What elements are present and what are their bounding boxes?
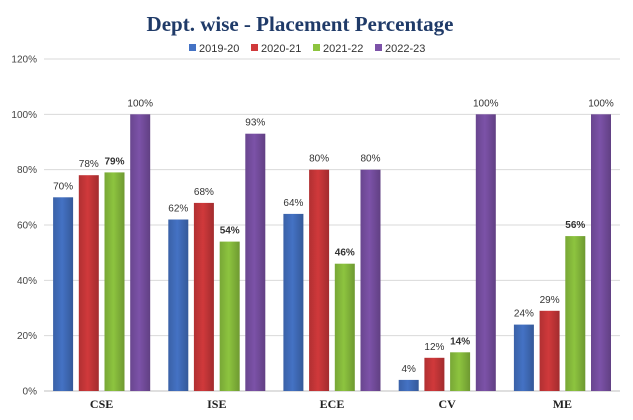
x-tick-cse: CSE	[90, 397, 113, 411]
bar-cse-2019-20	[53, 197, 74, 391]
y-tick-100: 100%	[11, 110, 37, 121]
data-label-cse-2022-23: 100%	[127, 98, 153, 109]
x-tick-ece: ECE	[320, 397, 345, 411]
bar-ece-2019-20	[283, 213, 304, 391]
x-tick-ise: ISE	[207, 397, 226, 411]
legend-swatch-2019-20	[189, 44, 196, 51]
bar-cv-2021-22	[450, 352, 471, 391]
data-label-me-2019-20: 24%	[514, 309, 534, 320]
y-tick-80: 80%	[17, 165, 37, 176]
y-tick-40: 40%	[17, 276, 37, 287]
data-label-ece-2020-21: 80%	[309, 154, 329, 165]
bar-cse-2020-21	[78, 175, 99, 391]
bar-ece-2020-21	[309, 169, 330, 391]
legend: 2019-20 2020-21 2021-22 2022-23	[189, 43, 425, 55]
bar-me-2020-21	[539, 310, 560, 391]
y-axis-ticks: 0% 20% 40% 60% 80% 100% 120%	[11, 55, 37, 398]
bar-cv-2019-20	[398, 379, 419, 391]
bar-ise-2022-23	[245, 133, 266, 391]
legend-label-2019-20: 2019-20	[199, 43, 239, 55]
y-tick-0: 0%	[23, 387, 38, 398]
data-label-me-2022-23: 100%	[588, 98, 614, 109]
legend-label-2020-21: 2020-21	[261, 43, 301, 55]
data-label-me-2021-22: 56%	[565, 220, 585, 231]
bars	[53, 114, 611, 392]
bar-cv-2020-21	[424, 357, 445, 391]
bar-cse-2022-23	[130, 114, 151, 392]
x-tick-me: ME	[553, 397, 572, 411]
bar-ise-2020-21	[193, 202, 214, 391]
x-axis-categories: CSE ISE ECE CV ME	[90, 397, 572, 411]
legend-label-2022-23: 2022-23	[385, 43, 425, 55]
bar-me-2022-23	[591, 114, 611, 392]
data-label-cv-2019-20: 4%	[401, 364, 416, 375]
data-label-ise-2019-20: 62%	[168, 204, 188, 215]
data-label-ece-2021-22: 46%	[335, 248, 355, 259]
bar-cse-2021-22	[104, 172, 125, 391]
data-label-ece-2019-20: 64%	[283, 198, 303, 209]
y-tick-120: 120%	[11, 55, 37, 66]
legend-swatch-2021-22	[313, 44, 320, 51]
data-labels: 70% 78% 79% 100% 62% 68% 54% 93% 64% 80% 46% 80% 4% 1…	[53, 98, 614, 375]
chart-title: Dept. wise - Placement Percentage	[147, 12, 454, 36]
data-label-ise-2020-21: 68%	[194, 187, 214, 198]
data-label-ece-2022-23: 80%	[360, 154, 380, 165]
bar-ece-2021-22	[334, 263, 355, 391]
data-label-ise-2021-22: 54%	[220, 226, 240, 237]
data-label-cv-2020-21: 12%	[424, 342, 444, 353]
bar-cv-2022-23	[475, 114, 496, 392]
data-label-ise-2022-23: 93%	[245, 118, 265, 129]
data-label-cse-2019-20: 70%	[53, 181, 73, 192]
bar-me-2019-20	[513, 324, 534, 391]
data-label-me-2020-21: 29%	[540, 295, 560, 306]
data-label-cse-2020-21: 78%	[79, 159, 99, 170]
y-tick-60: 60%	[17, 221, 37, 232]
bar-me-2021-22	[565, 236, 586, 391]
bar-ece-2022-23	[360, 169, 381, 391]
data-label-cv-2021-22: 14%	[450, 336, 470, 347]
data-label-cv-2022-23: 100%	[473, 98, 499, 109]
legend-swatch-2022-23	[375, 44, 382, 51]
legend-swatch-2020-21	[251, 44, 258, 51]
bar-ise-2021-22	[219, 241, 240, 391]
y-tick-20: 20%	[17, 331, 37, 342]
legend-label-2021-22: 2021-22	[323, 43, 363, 55]
x-tick-cv: CV	[439, 397, 457, 411]
bar-ise-2019-20	[168, 219, 189, 391]
data-label-cse-2021-22: 79%	[104, 156, 124, 167]
